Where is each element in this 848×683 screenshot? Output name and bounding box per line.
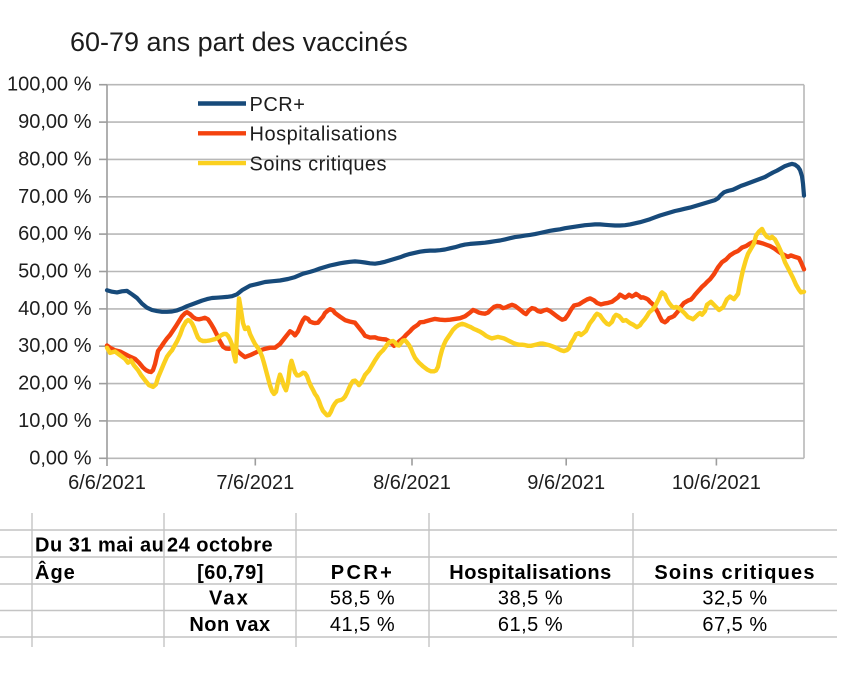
svg-text:[60,79]: [60,79] bbox=[197, 562, 264, 584]
svg-text:Hospitalisations: Hospitalisations bbox=[250, 124, 398, 146]
svg-text:41,5 %: 41,5 % bbox=[330, 614, 395, 636]
svg-text:6/6/2021: 6/6/2021 bbox=[68, 472, 146, 494]
svg-text:58,5 %: 58,5 % bbox=[330, 588, 395, 610]
svg-text:60-79 ans part des vaccinés: 60-79 ans part des vaccinés bbox=[70, 27, 408, 57]
svg-text:24 octobre: 24 octobre bbox=[167, 535, 273, 557]
svg-text:50,00 %: 50,00 % bbox=[18, 261, 92, 283]
svg-text:30,00 %: 30,00 % bbox=[18, 335, 92, 357]
svg-text:8/6/2021: 8/6/2021 bbox=[373, 472, 451, 494]
svg-text:10/6/2021: 10/6/2021 bbox=[672, 472, 761, 494]
svg-text:7/6/2021: 7/6/2021 bbox=[216, 472, 294, 494]
svg-text:Âge: Âge bbox=[35, 560, 76, 584]
svg-text:67,5 %: 67,5 % bbox=[702, 614, 767, 636]
svg-text:80,00 %: 80,00 % bbox=[18, 148, 92, 170]
svg-text:61,5 %: 61,5 % bbox=[498, 614, 563, 636]
svg-text:90,00 %: 90,00 % bbox=[18, 111, 92, 133]
svg-text:PCR+: PCR+ bbox=[250, 94, 306, 116]
svg-text:Soins critiques: Soins critiques bbox=[654, 562, 815, 584]
svg-text:60,00 %: 60,00 % bbox=[18, 223, 92, 245]
svg-text:Hospitalisations: Hospitalisations bbox=[449, 562, 611, 584]
svg-text:Non vax: Non vax bbox=[189, 614, 270, 636]
svg-text:Vax: Vax bbox=[209, 588, 250, 610]
svg-text:70,00 %: 70,00 % bbox=[18, 186, 92, 208]
svg-text:9/6/2021: 9/6/2021 bbox=[527, 472, 605, 494]
svg-text:Du 31 mai au: Du 31 mai au bbox=[35, 535, 164, 557]
svg-text:40,00 %: 40,00 % bbox=[18, 298, 92, 320]
svg-text:Soins critiques: Soins critiques bbox=[250, 153, 388, 175]
svg-text:0,00 %: 0,00 % bbox=[29, 447, 91, 469]
svg-text:32,5 %: 32,5 % bbox=[702, 588, 767, 610]
svg-text:100,00 %: 100,00 % bbox=[7, 74, 92, 96]
svg-text:10,00 %: 10,00 % bbox=[18, 410, 92, 432]
svg-text:20,00 %: 20,00 % bbox=[18, 373, 92, 395]
svg-text:38,5 %: 38,5 % bbox=[498, 588, 563, 610]
svg-text:PCR+: PCR+ bbox=[331, 562, 395, 584]
